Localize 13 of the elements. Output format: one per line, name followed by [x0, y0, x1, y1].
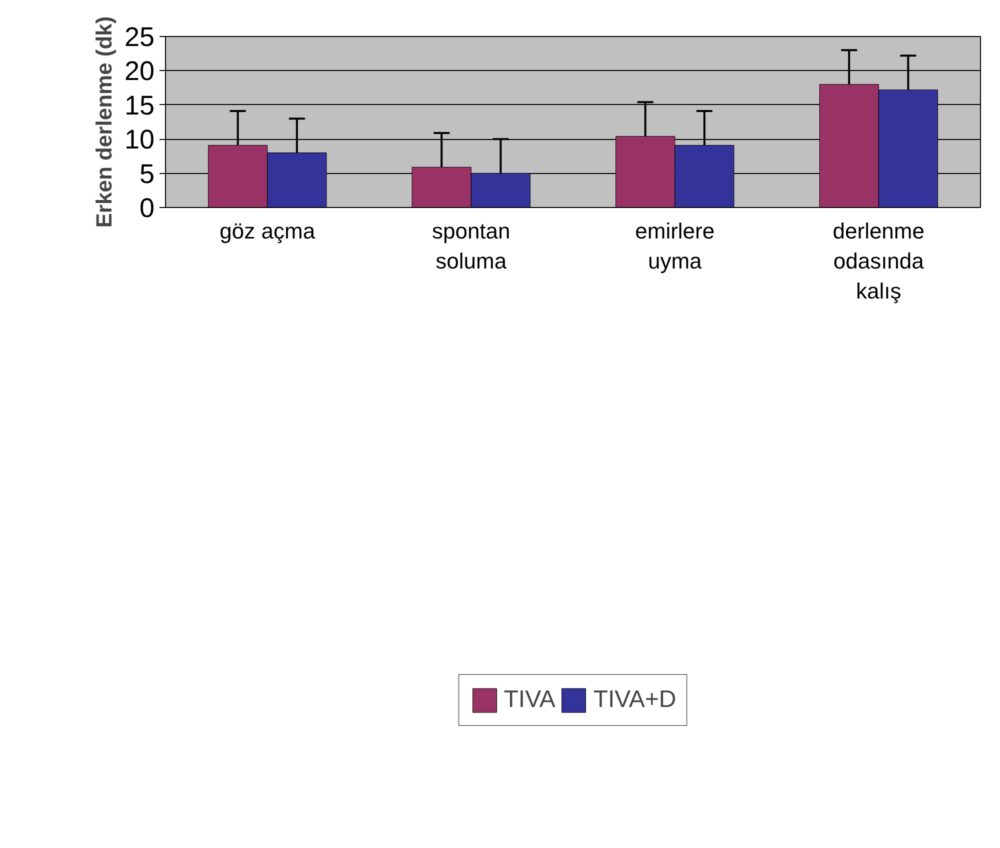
x-tick-label: spontan soluma [432, 218, 510, 274]
y-tick-label: 20 [124, 56, 155, 86]
x-tick-label: derlenme odasında kalış [832, 218, 925, 304]
y-tick-label: 10 [124, 124, 155, 155]
y-axis-title: Erken derlenme (dk) [91, 16, 116, 228]
y-tick-label: 15 [124, 90, 155, 120]
y-tick-label: 5 [139, 158, 155, 189]
y-tick-label: 0 [139, 193, 155, 223]
x-tick-label: emirlere uyma [635, 218, 715, 274]
legend-label: TIVA+D [593, 686, 676, 714]
y-tick-label: 25 [124, 22, 155, 52]
x-tick-label: göz açma [220, 218, 316, 244]
legend-label: TIVA [504, 686, 556, 714]
